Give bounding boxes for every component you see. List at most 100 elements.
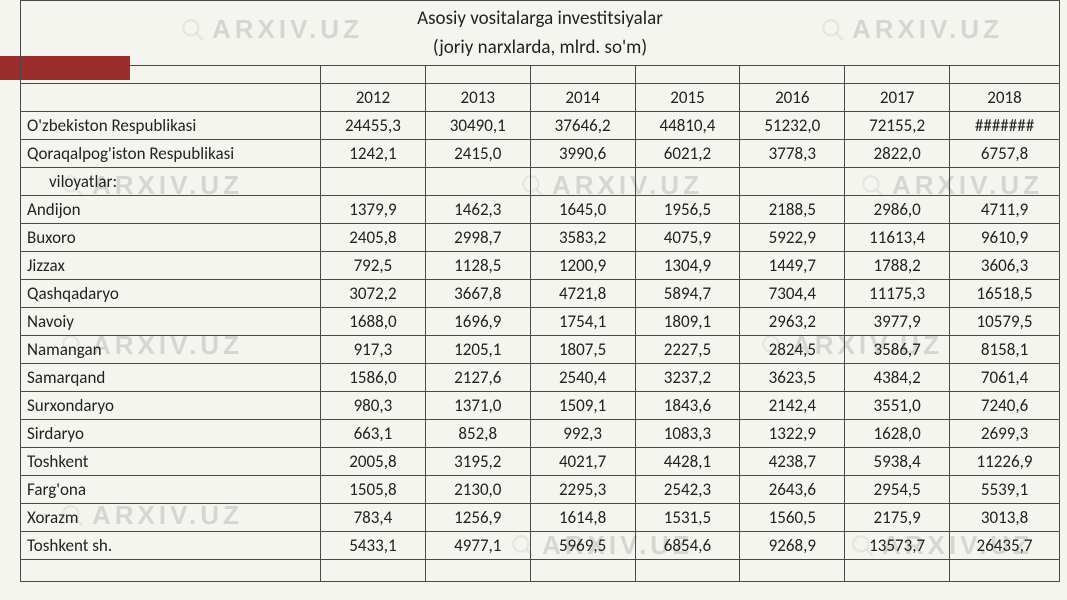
data-cell: 11226,9 (950, 448, 1060, 476)
blank-cell (635, 560, 740, 582)
data-cell: 5433,1 (321, 532, 426, 560)
blank-cell (950, 66, 1060, 84)
blank-cell (21, 560, 321, 582)
data-cell: 2963,2 (740, 308, 845, 336)
row-label: Andijon (21, 196, 321, 224)
blank-cell (425, 560, 530, 582)
data-cell: 4711,9 (950, 196, 1060, 224)
data-cell: 7304,4 (740, 280, 845, 308)
data-cell: 1083,3 (635, 420, 740, 448)
data-cell (635, 168, 740, 196)
table-row: Samarqand1586,02127,62540,43237,23623,54… (21, 364, 1060, 392)
data-cell: 3667,8 (425, 280, 530, 308)
data-cell: 3072,2 (321, 280, 426, 308)
blank-cell (21, 66, 321, 84)
blank-cell (321, 560, 426, 582)
data-cell: 8158,1 (950, 336, 1060, 364)
data-cell: 3551,0 (845, 392, 950, 420)
data-cell: 6021,2 (635, 140, 740, 168)
data-cell: 30490,1 (425, 112, 530, 140)
data-cell: 1531,5 (635, 504, 740, 532)
row-label: Farg'ona (21, 476, 321, 504)
table-row: O'zbekiston Respublikasi24455,330490,137… (21, 112, 1060, 140)
data-cell: 1628,0 (845, 420, 950, 448)
data-cell: 11175,3 (845, 280, 950, 308)
data-cell: 2540,4 (530, 364, 635, 392)
data-cell: 1242,1 (321, 140, 426, 168)
data-cell: 3606,3 (950, 252, 1060, 280)
data-cell (845, 168, 950, 196)
empty-row (21, 560, 1060, 582)
data-cell: 10579,5 (950, 308, 1060, 336)
data-cell: 1371,0 (425, 392, 530, 420)
row-label: Xorazm (21, 504, 321, 532)
data-cell: 2986,0 (845, 196, 950, 224)
year-header-row: 2012201320142015201620172018 (21, 84, 1060, 112)
row-label: viloyatlar: (21, 168, 321, 196)
table-row: Namangan917,31205,11807,52227,52824,5358… (21, 336, 1060, 364)
table-row: Jizzax792,51128,51200,91304,91449,71788,… (21, 252, 1060, 280)
table-row: Xorazm783,41256,91614,81531,51560,52175,… (21, 504, 1060, 532)
data-cell: 1809,1 (635, 308, 740, 336)
data-cell: 3237,2 (635, 364, 740, 392)
blank-cell (321, 66, 426, 84)
data-cell: 2824,5 (740, 336, 845, 364)
data-cell: 1754,1 (530, 308, 635, 336)
row-label: Samarqand (21, 364, 321, 392)
data-cell: 1696,9 (425, 308, 530, 336)
blank-cell (530, 560, 635, 582)
row-label: Navoiy (21, 308, 321, 336)
data-cell: 1560,5 (740, 504, 845, 532)
data-cell: 1843,6 (635, 392, 740, 420)
data-cell: 2142,4 (740, 392, 845, 420)
data-cell: 4384,2 (845, 364, 950, 392)
table-row: Toshkent sh.5433,14977,15969,56854,69268… (21, 532, 1060, 560)
data-cell: 2175,9 (845, 504, 950, 532)
data-cell: 2822,0 (845, 140, 950, 168)
year-header: 2017 (845, 84, 950, 112)
data-cell: 1505,8 (321, 476, 426, 504)
data-cell: 51232,0 (740, 112, 845, 140)
data-cell: 1322,9 (740, 420, 845, 448)
investments-table: Asosiy vositalarga investitsiyalar (jori… (20, 0, 1060, 582)
data-cell: 1200,9 (530, 252, 635, 280)
data-cell (530, 168, 635, 196)
data-cell: 3778,3 (740, 140, 845, 168)
data-cell: 1645,0 (530, 196, 635, 224)
blank-cell (950, 560, 1060, 582)
data-cell: 2699,3 (950, 420, 1060, 448)
row-label: Qoraqalpog'iston Respublikasi (21, 140, 321, 168)
data-cell: 792,5 (321, 252, 426, 280)
table-row: Farg'ona1505,82130,02295,32542,32643,629… (21, 476, 1060, 504)
table-row: Navoiy1688,01696,91754,11809,12963,23977… (21, 308, 1060, 336)
data-cell: 3013,8 (950, 504, 1060, 532)
table-row: Sirdaryo663,1852,8992,31083,31322,91628,… (21, 420, 1060, 448)
data-cell: 3623,5 (740, 364, 845, 392)
data-cell: 37646,2 (530, 112, 635, 140)
year-header: 2012 (321, 84, 426, 112)
data-cell: 5938,4 (845, 448, 950, 476)
row-label: Sirdaryo (21, 420, 321, 448)
row-label: Jizzax (21, 252, 321, 280)
subtitle-row: (joriy narxlarda, mlrd. so'm) (21, 33, 1060, 66)
year-header: 2016 (740, 84, 845, 112)
blank-cell (740, 66, 845, 84)
data-cell: 852,8 (425, 420, 530, 448)
data-cell: 663,1 (321, 420, 426, 448)
data-cell: 1614,8 (530, 504, 635, 532)
data-cell: 7240,6 (950, 392, 1060, 420)
data-cell (950, 168, 1060, 196)
data-cell: 2405,8 (321, 224, 426, 252)
year-header: 2018 (950, 84, 1060, 112)
spacer-row (21, 66, 1060, 84)
blank-cell (845, 66, 950, 84)
data-cell: 6854,6 (635, 532, 740, 560)
data-cell: 1462,3 (425, 196, 530, 224)
data-cell: 9610,9 (950, 224, 1060, 252)
table-wrapper: Asosiy vositalarga investitsiyalar (jori… (20, 0, 1060, 582)
table-row: Surxondaryo980,31371,01509,11843,62142,4… (21, 392, 1060, 420)
blank-cell (845, 560, 950, 582)
data-cell: 11613,4 (845, 224, 950, 252)
table-subtitle: (joriy narxlarda, mlrd. so'm) (21, 33, 1060, 66)
data-cell: 2295,3 (530, 476, 635, 504)
